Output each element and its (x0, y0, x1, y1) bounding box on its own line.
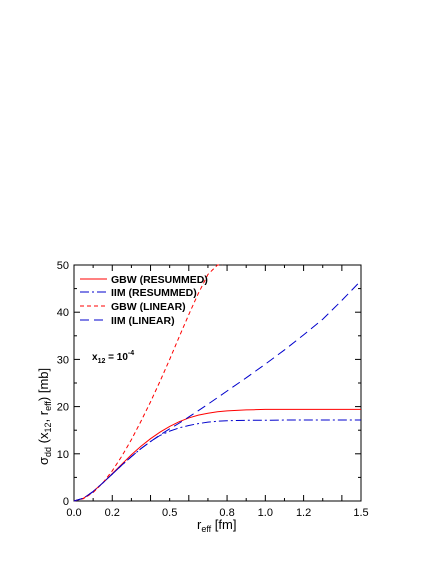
y-axis-title: σdd (x12, reff) [mb] (36, 368, 53, 465)
legend-label-gbw-linear: GBW (LINEAR) (111, 301, 186, 313)
legend-label-gbw-resummed: GBW (RESUMMED) (111, 274, 208, 286)
y-tick-label: 10 (57, 449, 69, 461)
y-tick-label: 40 (57, 307, 69, 319)
x-tick-label: 0.5 (162, 507, 177, 519)
legend-label-iim-linear: IIM (LINEAR) (111, 315, 175, 327)
legend-label-iim-resummed: IIM (RESUMMED) (111, 287, 197, 299)
annotation-x12: x12 = 10-4 (92, 350, 134, 365)
series-lines (73, 264, 362, 502)
legend: GBW (RESUMMED) IIM (RESUMMED) GBW (LINEA… (80, 274, 208, 327)
series-line-3 (73, 280, 362, 502)
x-axis-title: reff [fm] (197, 517, 236, 534)
x-tick-label: 1.2 (296, 507, 311, 519)
ticks (73, 264, 362, 502)
y-tick-label: 50 (57, 260, 69, 272)
y-tick-label: 20 (57, 402, 69, 414)
x-tick-label: 1.0 (258, 507, 273, 519)
x-tick-label: 0.2 (105, 507, 120, 519)
y-tick-label: 0 (63, 496, 69, 508)
x-tick-label: 0.0 (66, 507, 81, 519)
x-tick-label: 1.5 (353, 507, 368, 519)
tick-labels: 0.0 0.2 0.5 0.8 1.0 1.2 1.5 0 10 20 30 40 50 (57, 260, 369, 519)
y-tick-label: 30 (57, 354, 69, 366)
series-line-0 (73, 408, 361, 502)
series-line-1 (73, 419, 361, 502)
x-tick-label: 0.8 (219, 507, 234, 519)
